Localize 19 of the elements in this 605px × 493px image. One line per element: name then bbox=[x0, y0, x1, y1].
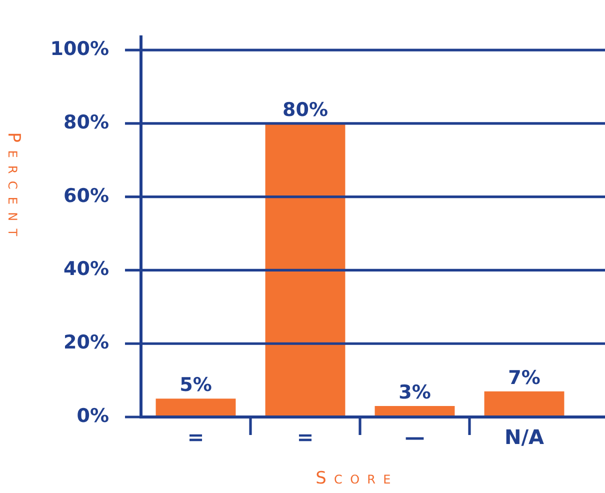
y-tick-label: 100% bbox=[50, 38, 109, 60]
data-label: 3% bbox=[398, 381, 431, 404]
y-tick-label: 20% bbox=[64, 332, 109, 354]
data-label: 80% bbox=[282, 98, 328, 121]
data-label: 5% bbox=[180, 374, 212, 396]
bar bbox=[484, 391, 564, 417]
data-label: 7% bbox=[508, 366, 540, 389]
x-tick-label: — bbox=[404, 425, 425, 450]
y-tick-label: 60% bbox=[64, 184, 109, 207]
bar bbox=[265, 123, 346, 417]
bar bbox=[156, 398, 236, 417]
x-tick-label: = bbox=[296, 425, 314, 450]
x-tick-label: N/A bbox=[504, 425, 545, 450]
x-axis-title: Score bbox=[316, 468, 398, 488]
y-tick-label: 0% bbox=[76, 404, 109, 427]
y-axis-title: Percent bbox=[4, 132, 24, 244]
y-tick-label: 40% bbox=[64, 258, 109, 280]
y-tick-label: 80% bbox=[64, 111, 109, 134]
x-tick-label: = bbox=[187, 425, 204, 450]
